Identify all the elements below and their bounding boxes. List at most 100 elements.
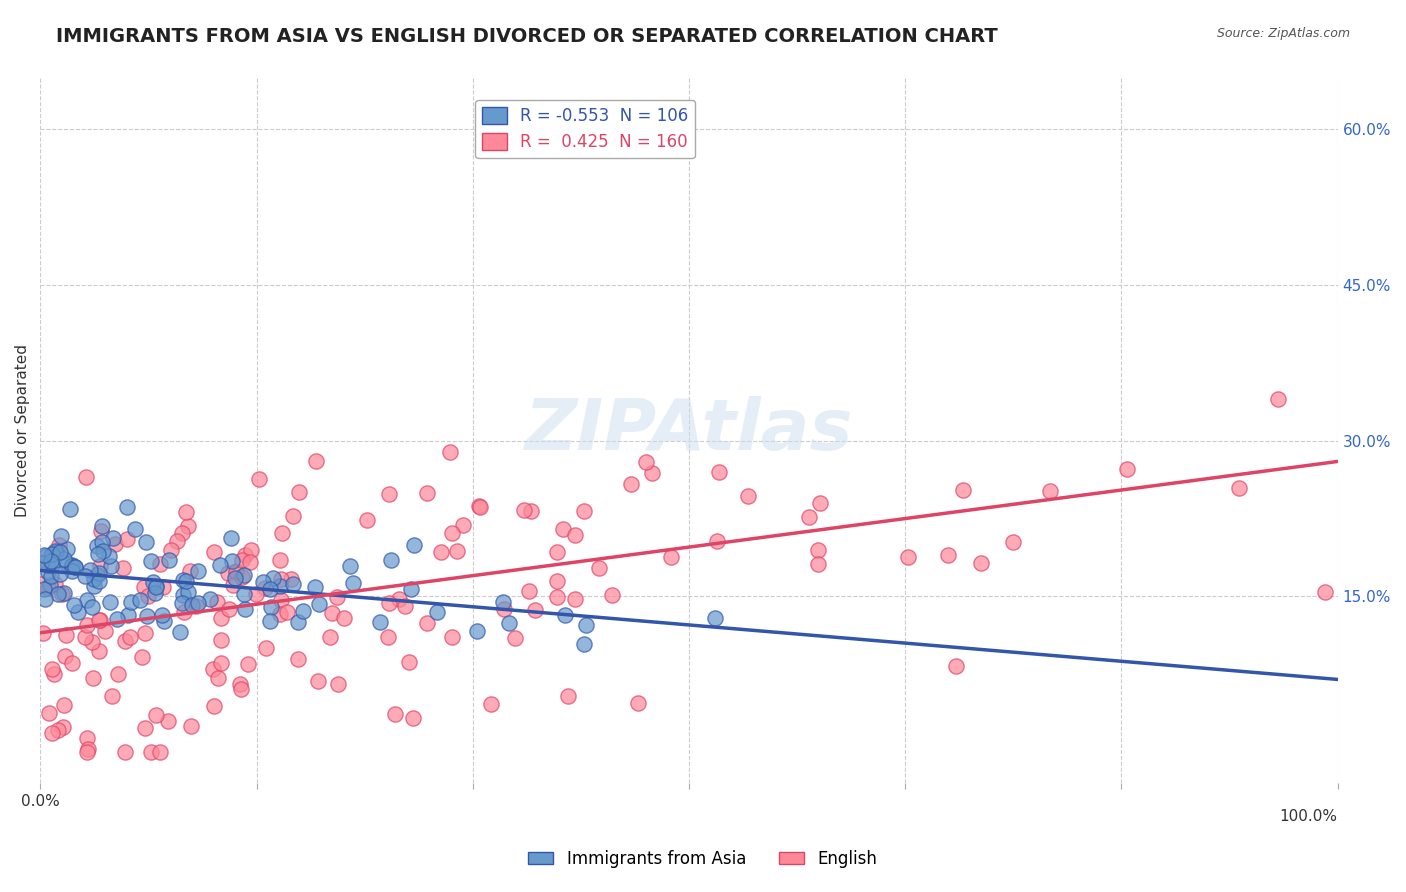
English — [451, 517, 474, 532]
English — [89, 558, 111, 573]
English — [120, 630, 142, 644]
English — [288, 485, 311, 500]
English — [209, 632, 232, 647]
English — [156, 714, 179, 728]
English — [42, 667, 65, 681]
Immigrants from Asia — [380, 552, 402, 566]
English — [270, 593, 292, 607]
English — [73, 630, 96, 644]
English — [87, 644, 110, 658]
Immigrants from Asia — [575, 617, 598, 632]
English — [634, 455, 657, 469]
English — [209, 656, 232, 670]
English — [254, 640, 277, 655]
Immigrants from Asia — [287, 615, 309, 630]
Immigrants from Asia — [281, 577, 304, 591]
English — [75, 469, 97, 483]
English — [513, 503, 536, 517]
English — [356, 513, 378, 527]
Immigrants from Asia — [259, 582, 281, 597]
Immigrants from Asia — [100, 558, 122, 573]
English — [945, 659, 967, 673]
English — [564, 591, 586, 606]
English — [228, 677, 250, 691]
Immigrants from Asia — [143, 586, 166, 600]
Immigrants from Asia — [52, 586, 75, 600]
English — [936, 548, 959, 562]
Immigrants from Asia — [73, 569, 96, 583]
English — [245, 586, 267, 600]
Immigrants from Asia — [34, 591, 56, 606]
English — [468, 500, 491, 514]
English — [31, 555, 53, 569]
English — [270, 525, 292, 540]
English — [523, 603, 546, 617]
English — [77, 741, 100, 756]
English — [319, 630, 342, 644]
Immigrants from Asia — [60, 565, 83, 579]
English — [254, 581, 277, 595]
Immigrants from Asia — [86, 539, 108, 553]
English — [231, 553, 253, 567]
English — [236, 657, 259, 671]
Immigrants from Asia — [145, 579, 167, 593]
Immigrants from Asia — [91, 543, 114, 558]
English — [174, 505, 197, 519]
Immigrants from Asia — [35, 549, 58, 563]
English — [276, 605, 298, 619]
English — [207, 671, 229, 685]
English — [30, 577, 52, 591]
Immigrants from Asia — [48, 544, 70, 558]
English — [134, 580, 156, 594]
English — [1267, 392, 1289, 407]
English — [326, 590, 349, 604]
English — [283, 509, 305, 524]
English — [152, 580, 174, 594]
Immigrants from Asia — [135, 608, 157, 623]
English — [807, 543, 830, 558]
English — [546, 590, 568, 604]
Immigrants from Asia — [399, 582, 422, 597]
English — [588, 561, 610, 575]
Immigrants from Asia — [83, 579, 105, 593]
English — [439, 445, 461, 459]
Immigrants from Asia — [56, 557, 79, 571]
Immigrants from Asia — [259, 614, 281, 628]
English — [134, 721, 156, 735]
English — [114, 634, 136, 648]
English — [229, 681, 252, 696]
Immigrants from Asia — [221, 531, 243, 545]
English — [1313, 584, 1336, 599]
Immigrants from Asia — [87, 547, 110, 561]
English — [48, 538, 70, 552]
Immigrants from Asia — [342, 576, 364, 591]
English — [952, 483, 974, 498]
English — [41, 726, 63, 740]
English — [139, 745, 162, 759]
English — [160, 542, 183, 557]
Immigrants from Asia — [90, 519, 112, 533]
English — [557, 689, 579, 703]
Immigrants from Asia — [87, 566, 110, 580]
English — [619, 476, 641, 491]
English — [564, 527, 586, 541]
English — [202, 545, 225, 559]
English — [218, 602, 240, 616]
Immigrants from Asia — [83, 572, 105, 586]
English — [180, 719, 202, 733]
Immigrants from Asia — [135, 534, 157, 549]
English — [44, 577, 66, 591]
English — [101, 689, 124, 703]
English — [808, 496, 831, 510]
English — [46, 723, 69, 737]
English — [149, 745, 172, 759]
Immigrants from Asia — [704, 611, 727, 625]
English — [90, 524, 112, 538]
English — [247, 472, 270, 486]
Legend: R = -0.553  N = 106, R =  0.425  N = 160: R = -0.553 N = 106, R = 0.425 N = 160 — [475, 100, 695, 158]
English — [600, 589, 623, 603]
English — [709, 465, 731, 479]
Immigrants from Asia — [224, 571, 246, 585]
Immigrants from Asia — [90, 534, 112, 549]
Immigrants from Asia — [44, 543, 66, 558]
